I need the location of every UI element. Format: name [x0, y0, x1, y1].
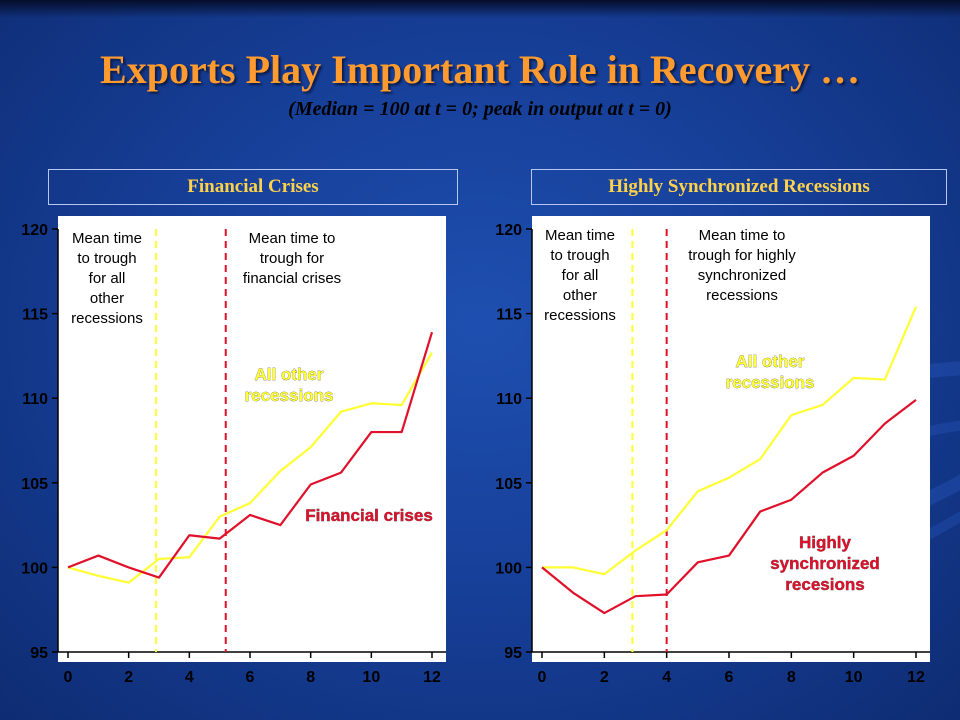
chart-panel-1: 95 100 105 110 115 120 0 2 4 6 8 10 12 Mean time to tr… — [21, 216, 446, 686]
mean-trough-annotation: Mean time to — [699, 227, 786, 244]
x-tick-label: 12 — [907, 669, 925, 686]
y-tick-label: 100 — [495, 560, 522, 577]
x-tick-label: 6 — [725, 669, 734, 686]
y-tick-label: 105 — [495, 476, 522, 493]
x-tick-label: 10 — [845, 669, 863, 686]
right-panel-title: Highly Synchronized Recessions — [531, 169, 947, 205]
mean-trough-annotation: for all — [89, 270, 126, 287]
left-panel-title: Financial Crises — [48, 169, 458, 205]
series-label: Highly — [799, 533, 851, 552]
x-tick-label: 4 — [185, 669, 194, 686]
top-bar — [0, 0, 960, 18]
y-tick-label: 115 — [22, 307, 48, 324]
x-tick-label: 6 — [246, 669, 255, 686]
page-title: Exports Play Important Role in Recovery … — [100, 47, 860, 92]
mean-trough-annotation: recessions — [544, 307, 616, 324]
y-tick-label: 100 — [21, 560, 48, 577]
y-tick-label: 115 — [496, 307, 522, 324]
y-tick-label: 120 — [495, 222, 522, 239]
mean-trough-annotation: Mean time — [545, 227, 615, 244]
chart-panel-2: 95 100 105 110 115 120 0 2 4 6 8 10 12 Mean time to tr… — [495, 216, 930, 686]
x-tick-label: 8 — [787, 669, 796, 686]
y-tick-label: 105 — [21, 476, 48, 493]
mean-trough-annotation: synchronized — [698, 267, 786, 284]
series-label: recesions — [785, 575, 864, 594]
y-tick-label: 95 — [504, 645, 522, 662]
mean-trough-annotation: other — [90, 290, 124, 307]
x-tick-label: 8 — [306, 669, 315, 686]
page-subtitle: (Median = 100 at t = 0; peak in output a… — [288, 98, 672, 120]
y-tick-label: 110 — [22, 391, 48, 408]
series-label: recessions — [726, 373, 815, 392]
x-tick-label: 0 — [64, 669, 73, 686]
x-tick-label: 2 — [124, 669, 133, 686]
series-label: All other — [736, 352, 805, 371]
mean-trough-annotation: Mean time to — [249, 230, 336, 247]
x-tick-label: 2 — [600, 669, 609, 686]
series-label: All other — [255, 365, 324, 384]
y-tick-label: 120 — [21, 222, 48, 239]
mean-trough-annotation: to trough — [77, 250, 136, 267]
plot-area — [58, 216, 446, 662]
series-label: recessions — [245, 386, 334, 405]
series-label: synchronized — [770, 554, 880, 573]
mean-trough-annotation: recessions — [71, 310, 143, 327]
mean-trough-annotation: other — [563, 287, 597, 304]
mean-trough-annotation: for all — [562, 267, 599, 284]
y-tick-label: 95 — [30, 645, 48, 662]
mean-trough-annotation: financial crises — [243, 270, 341, 287]
mean-trough-annotation: trough for highly — [688, 247, 796, 264]
x-tick-label: 12 — [423, 669, 441, 686]
x-tick-label: 4 — [662, 669, 671, 686]
mean-trough-annotation: Mean time — [72, 230, 142, 247]
y-tick-label: 110 — [496, 391, 522, 408]
mean-trough-annotation: recessions — [706, 287, 778, 304]
series-label: Financial crises — [305, 506, 433, 525]
mean-trough-annotation: trough for — [260, 250, 324, 267]
x-tick-label: 10 — [362, 669, 380, 686]
plot-area — [532, 216, 930, 662]
x-tick-label: 0 — [538, 669, 547, 686]
mean-trough-annotation: to trough — [550, 247, 609, 264]
